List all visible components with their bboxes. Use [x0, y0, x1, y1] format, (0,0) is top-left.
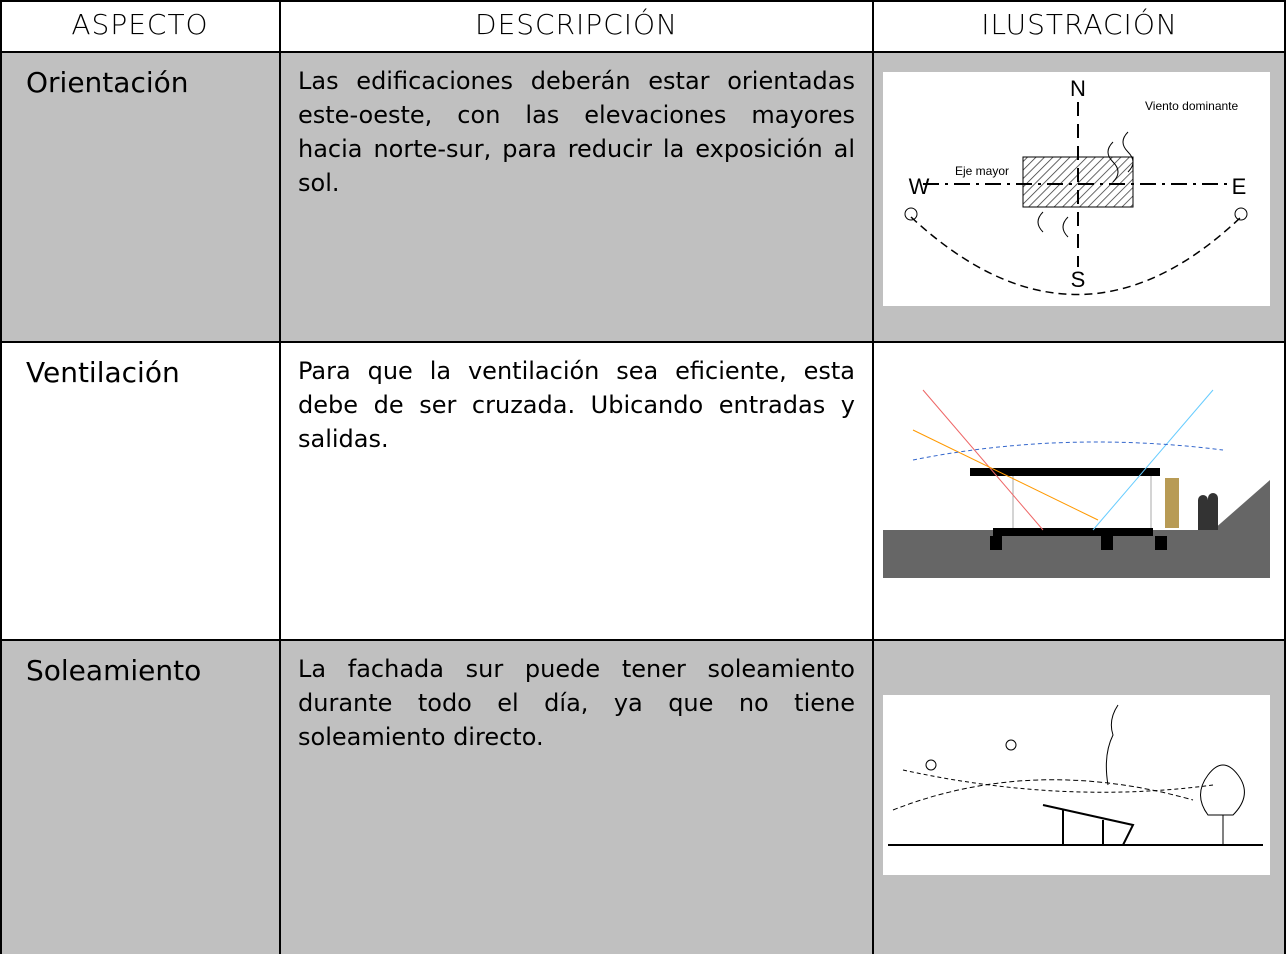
border — [279, 0, 281, 954]
description: Para que la ventilación sea eficiente, e… — [298, 357, 855, 453]
ventilation-diagram — [883, 370, 1270, 578]
sun-diagram — [883, 695, 1270, 875]
border — [872, 0, 874, 954]
border — [0, 639, 1286, 641]
label: N — [1070, 76, 1086, 101]
aspect: Ventilación — [26, 356, 180, 389]
label: W — [909, 174, 930, 199]
aspect: Orientación — [0, 52, 280, 342]
orientation-diagram: N S W E Viento dominante Eje mayor — [883, 72, 1270, 306]
aspect: Soleamiento — [0, 640, 280, 954]
label: E — [1232, 174, 1247, 199]
description: La fachada sur puede tener soleamiento d… — [280, 640, 873, 954]
header-cell: ILUSTRACIÓN — [981, 8, 1178, 41]
label: Eje mayor — [955, 164, 1009, 178]
header-cell: ASPECTO — [71, 8, 209, 41]
border — [0, 0, 2, 954]
header-cell: DESCRIPCIÓN — [475, 8, 678, 41]
label: Viento dominante — [1145, 99, 1239, 113]
label: S — [1071, 267, 1086, 292]
border — [0, 51, 1286, 53]
border — [0, 341, 1286, 343]
border — [1284, 0, 1286, 954]
description: Las edificaciones deberán estar orientad… — [280, 52, 873, 342]
border — [0, 0, 1286, 2]
